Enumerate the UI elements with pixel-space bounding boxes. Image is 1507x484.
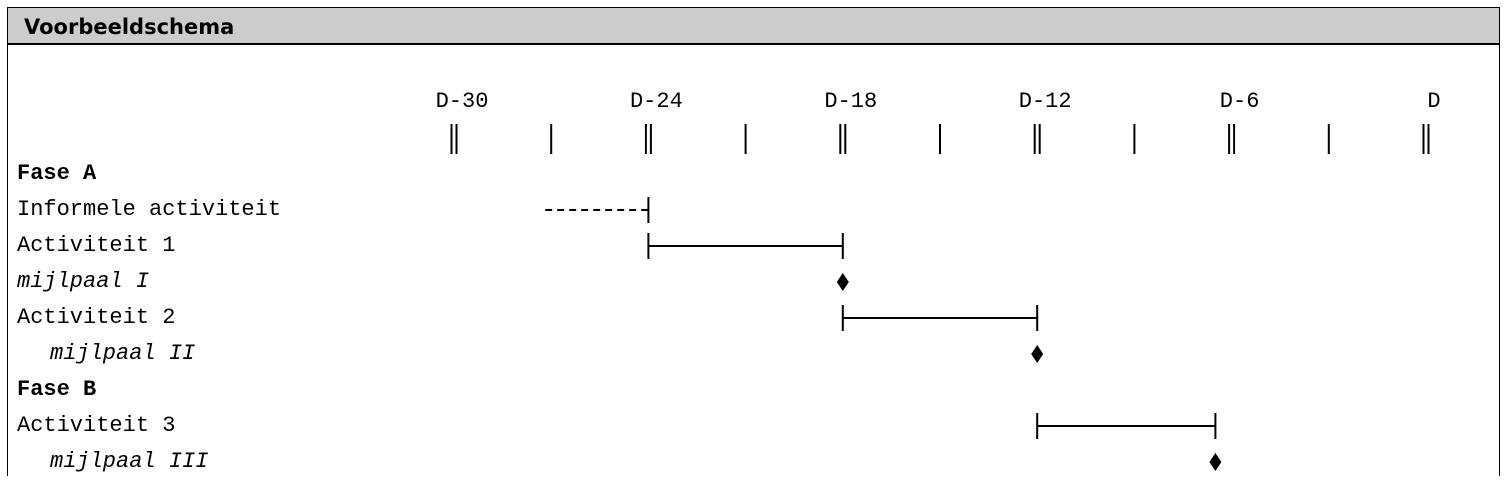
milestone-label: mijlpaal I: [17, 269, 150, 294]
schedule-title: Voorbeeldschema: [24, 15, 235, 39]
milestone-diamond-icon: [1209, 453, 1222, 471]
activity-label: Activiteit 3: [17, 413, 176, 438]
phase-label: Fase A: [17, 161, 97, 186]
phase-label: Fase B: [17, 377, 97, 402]
activity-label: Activiteit 1: [17, 233, 176, 258]
tick-label: D-18: [824, 89, 878, 114]
milestone-diamond-icon: [1031, 345, 1044, 363]
tick-label: D-6: [1219, 89, 1260, 114]
milestone-diamond-icon: [836, 273, 849, 291]
header-bar: Voorbeeldschema: [8, 8, 1499, 45]
activity-label: Informele activiteit: [17, 197, 282, 222]
milestone-label: mijlpaal III: [50, 449, 209, 474]
activity-label: Activiteit 2: [17, 305, 176, 330]
milestone-label: mijlpaal II: [50, 341, 196, 366]
tick-label: D-12: [1018, 89, 1072, 114]
tick-label: D: [1427, 89, 1441, 114]
schedule-frame: Voorbeeldschema: [7, 7, 1500, 476]
tick-label: D-30: [435, 89, 489, 114]
tick-label: D-24: [629, 89, 683, 114]
